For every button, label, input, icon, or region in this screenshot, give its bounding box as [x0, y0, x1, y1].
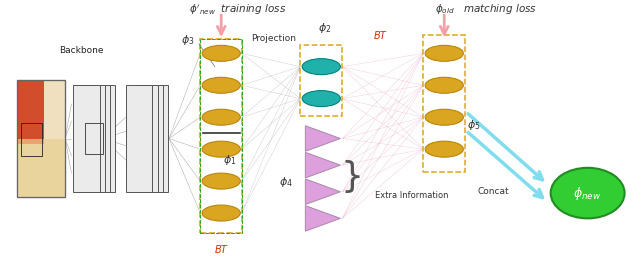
- FancyBboxPatch shape: [73, 85, 100, 192]
- Text: Extra Information: Extra Information: [376, 191, 449, 200]
- FancyBboxPatch shape: [131, 85, 157, 192]
- Circle shape: [202, 141, 241, 157]
- Circle shape: [202, 205, 241, 221]
- Text: $\phi_{new}$: $\phi_{new}$: [573, 185, 602, 201]
- Text: $\phi_5$: $\phi_5$: [467, 118, 481, 132]
- Circle shape: [202, 109, 241, 125]
- Text: }: }: [340, 160, 364, 194]
- Circle shape: [425, 141, 463, 157]
- Circle shape: [425, 77, 463, 93]
- Circle shape: [425, 45, 463, 61]
- Text: $\phi_{old}$   matching loss: $\phi_{old}$ matching loss: [435, 2, 537, 16]
- Polygon shape: [305, 206, 340, 231]
- Ellipse shape: [550, 168, 625, 218]
- FancyBboxPatch shape: [88, 85, 115, 192]
- Circle shape: [302, 91, 340, 106]
- Text: Projection: Projection: [252, 34, 296, 43]
- Text: $\phi_2$: $\phi_2$: [317, 21, 332, 35]
- Text: $\phi_1$: $\phi_1$: [223, 153, 236, 167]
- FancyBboxPatch shape: [17, 80, 44, 144]
- Circle shape: [202, 45, 241, 61]
- FancyBboxPatch shape: [17, 138, 65, 197]
- Text: Backbone: Backbone: [59, 46, 103, 55]
- FancyBboxPatch shape: [136, 85, 163, 192]
- FancyBboxPatch shape: [83, 85, 109, 192]
- Polygon shape: [305, 179, 340, 204]
- Polygon shape: [305, 126, 340, 151]
- Text: $\phi'_{new}$  training loss: $\phi'_{new}$ training loss: [189, 2, 286, 17]
- Text: BT: BT: [374, 31, 387, 41]
- FancyBboxPatch shape: [78, 85, 104, 192]
- Circle shape: [202, 77, 241, 93]
- Text: $\phi_4$: $\phi_4$: [279, 176, 293, 189]
- FancyBboxPatch shape: [141, 85, 168, 192]
- Circle shape: [202, 173, 241, 189]
- FancyBboxPatch shape: [17, 80, 65, 197]
- FancyBboxPatch shape: [125, 85, 152, 192]
- Circle shape: [425, 109, 463, 125]
- Text: $\phi_3$: $\phi_3$: [181, 33, 195, 47]
- Polygon shape: [305, 152, 340, 178]
- Circle shape: [302, 59, 340, 75]
- Text: BT: BT: [215, 245, 228, 255]
- Text: Concat: Concat: [477, 187, 509, 196]
